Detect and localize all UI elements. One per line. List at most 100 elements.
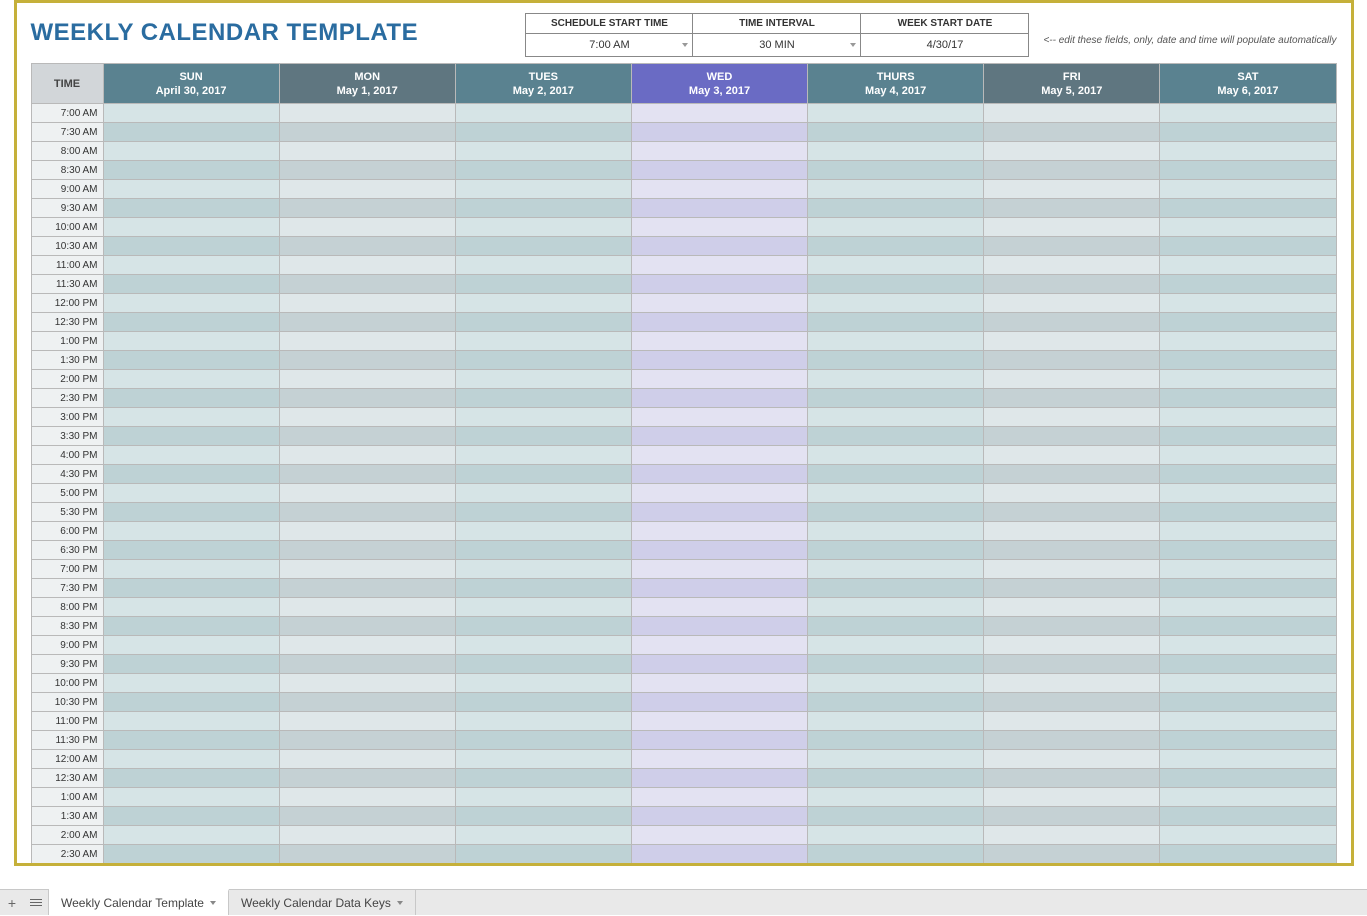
calendar-cell[interactable]: [1160, 275, 1336, 294]
calendar-cell[interactable]: [631, 351, 807, 370]
calendar-cell[interactable]: [279, 275, 455, 294]
calendar-cell[interactable]: [1160, 408, 1336, 427]
calendar-cell[interactable]: [984, 313, 1160, 332]
calendar-cell[interactable]: [455, 579, 631, 598]
calendar-cell[interactable]: [103, 845, 279, 864]
calendar-cell[interactable]: [279, 845, 455, 864]
calendar-cell[interactable]: [631, 503, 807, 522]
calendar-cell[interactable]: [984, 579, 1160, 598]
calendar-cell[interactable]: [455, 712, 631, 731]
calendar-cell[interactable]: [455, 484, 631, 503]
calendar-cell[interactable]: [103, 332, 279, 351]
calendar-cell[interactable]: [279, 256, 455, 275]
calendar-cell[interactable]: [984, 389, 1160, 408]
calendar-cell[interactable]: [279, 294, 455, 313]
calendar-cell[interactable]: [1160, 617, 1336, 636]
calendar-cell[interactable]: [455, 560, 631, 579]
calendar-cell[interactable]: [808, 750, 984, 769]
calendar-cell[interactable]: [455, 522, 631, 541]
calendar-cell[interactable]: [984, 408, 1160, 427]
calendar-cell[interactable]: [984, 275, 1160, 294]
calendar-cell[interactable]: [455, 465, 631, 484]
calendar-cell[interactable]: [631, 769, 807, 788]
calendar-cell[interactable]: [984, 142, 1160, 161]
calendar-cell[interactable]: [455, 541, 631, 560]
calendar-cell[interactable]: [631, 313, 807, 332]
calendar-cell[interactable]: [808, 408, 984, 427]
calendar-cell[interactable]: [279, 161, 455, 180]
calendar-cell[interactable]: [808, 465, 984, 484]
calendar-cell[interactable]: [455, 294, 631, 313]
calendar-cell[interactable]: [984, 845, 1160, 864]
calendar-cell[interactable]: [808, 180, 984, 199]
calendar-cell[interactable]: [808, 807, 984, 826]
calendar-cell[interactable]: [279, 788, 455, 807]
calendar-cell[interactable]: [1160, 541, 1336, 560]
calendar-cell[interactable]: [1160, 218, 1336, 237]
calendar-cell[interactable]: [279, 522, 455, 541]
calendar-cell[interactable]: [1160, 807, 1336, 826]
calendar-cell[interactable]: [984, 161, 1160, 180]
calendar-cell[interactable]: [103, 104, 279, 123]
calendar-cell[interactable]: [984, 351, 1160, 370]
calendar-cell[interactable]: [103, 256, 279, 275]
calendar-cell[interactable]: [279, 731, 455, 750]
calendar-cell[interactable]: [984, 655, 1160, 674]
calendar-cell[interactable]: [1160, 579, 1336, 598]
calendar-cell[interactable]: [808, 218, 984, 237]
calendar-cell[interactable]: [984, 807, 1160, 826]
calendar-cell[interactable]: [279, 560, 455, 579]
calendar-cell[interactable]: [455, 237, 631, 256]
calendar-cell[interactable]: [103, 484, 279, 503]
calendar-cell[interactable]: [103, 826, 279, 845]
calendar-cell[interactable]: [808, 351, 984, 370]
calendar-cell[interactable]: [631, 237, 807, 256]
calendar-cell[interactable]: [455, 731, 631, 750]
calendar-cell[interactable]: [984, 484, 1160, 503]
calendar-cell[interactable]: [1160, 750, 1336, 769]
calendar-cell[interactable]: [279, 313, 455, 332]
calendar-cell[interactable]: [1160, 788, 1336, 807]
calendar-cell[interactable]: [279, 598, 455, 617]
calendar-cell[interactable]: [103, 769, 279, 788]
calendar-cell[interactable]: [1160, 693, 1336, 712]
calendar-cell[interactable]: [103, 522, 279, 541]
calendar-cell[interactable]: [808, 693, 984, 712]
calendar-cell[interactable]: [808, 655, 984, 674]
calendar-cell[interactable]: [808, 123, 984, 142]
calendar-cell[interactable]: [631, 294, 807, 313]
calendar-cell[interactable]: [1160, 313, 1336, 332]
calendar-cell[interactable]: [631, 712, 807, 731]
calendar-cell[interactable]: [984, 199, 1160, 218]
calendar-cell[interactable]: [455, 750, 631, 769]
calendar-cell[interactable]: [103, 579, 279, 598]
calendar-cell[interactable]: [455, 313, 631, 332]
calendar-cell[interactable]: [279, 579, 455, 598]
calendar-cell[interactable]: [1160, 522, 1336, 541]
calendar-cell[interactable]: [984, 598, 1160, 617]
calendar-cell[interactable]: [279, 351, 455, 370]
calendar-cell[interactable]: [1160, 826, 1336, 845]
calendar-cell[interactable]: [984, 636, 1160, 655]
calendar-cell[interactable]: [808, 275, 984, 294]
calendar-cell[interactable]: [631, 693, 807, 712]
calendar-cell[interactable]: [103, 617, 279, 636]
calendar-cell[interactable]: [279, 446, 455, 465]
calendar-cell[interactable]: [984, 256, 1160, 275]
calendar-cell[interactable]: [1160, 370, 1336, 389]
calendar-cell[interactable]: [1160, 655, 1336, 674]
calendar-cell[interactable]: [984, 522, 1160, 541]
calendar-cell[interactable]: [808, 237, 984, 256]
calendar-cell[interactable]: [103, 427, 279, 446]
calendar-cell[interactable]: [808, 484, 984, 503]
calendar-cell[interactable]: [103, 674, 279, 693]
calendar-cell[interactable]: [808, 712, 984, 731]
calendar-cell[interactable]: [631, 123, 807, 142]
calendar-cell[interactable]: [808, 446, 984, 465]
calendar-cell[interactable]: [103, 389, 279, 408]
calendar-cell[interactable]: [103, 237, 279, 256]
calendar-cell[interactable]: [808, 256, 984, 275]
calendar-cell[interactable]: [984, 788, 1160, 807]
calendar-cell[interactable]: [455, 408, 631, 427]
calendar-cell[interactable]: [1160, 674, 1336, 693]
